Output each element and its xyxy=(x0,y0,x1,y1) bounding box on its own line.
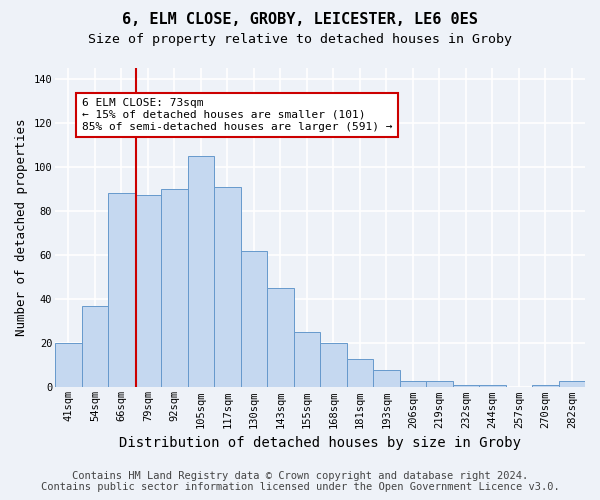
Bar xyxy=(267,288,293,388)
Bar xyxy=(108,193,134,388)
Bar xyxy=(214,186,241,388)
Bar xyxy=(241,250,267,388)
Text: 6 ELM CLOSE: 73sqm
← 15% of detached houses are smaller (101)
85% of semi-detach: 6 ELM CLOSE: 73sqm ← 15% of detached hou… xyxy=(82,98,392,132)
Bar xyxy=(532,385,559,388)
Bar xyxy=(188,156,214,388)
Bar xyxy=(347,358,373,388)
Bar xyxy=(426,381,452,388)
Bar xyxy=(400,381,426,388)
Bar xyxy=(559,381,585,388)
Bar xyxy=(293,332,320,388)
Y-axis label: Number of detached properties: Number of detached properties xyxy=(15,118,28,336)
Bar xyxy=(161,189,188,388)
Text: Contains HM Land Registry data © Crown copyright and database right 2024.
Contai: Contains HM Land Registry data © Crown c… xyxy=(41,471,559,492)
Bar xyxy=(452,385,479,388)
X-axis label: Distribution of detached houses by size in Groby: Distribution of detached houses by size … xyxy=(119,436,521,450)
Bar xyxy=(82,306,108,388)
Text: Size of property relative to detached houses in Groby: Size of property relative to detached ho… xyxy=(88,32,512,46)
Bar xyxy=(479,385,506,388)
Bar xyxy=(134,196,161,388)
Bar xyxy=(320,344,347,388)
Bar xyxy=(55,344,82,388)
Text: 6, ELM CLOSE, GROBY, LEICESTER, LE6 0ES: 6, ELM CLOSE, GROBY, LEICESTER, LE6 0ES xyxy=(122,12,478,28)
Bar xyxy=(373,370,400,388)
